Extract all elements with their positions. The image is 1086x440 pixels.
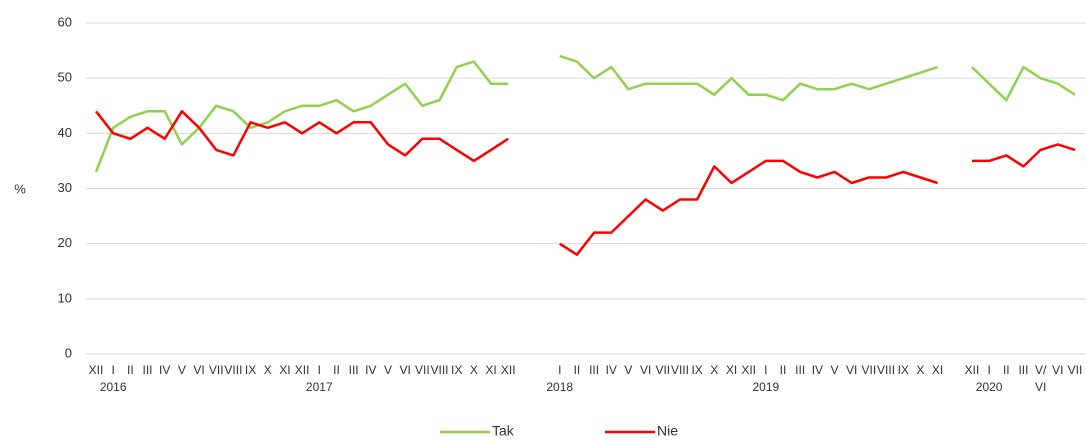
x-tick-label: IX (245, 363, 256, 377)
x-tick-label: X (264, 363, 272, 377)
x-tick-label: VII (862, 363, 877, 377)
x-tick-label: IX (451, 363, 462, 377)
x-tick-label: XI (726, 363, 737, 377)
x-tick-label: IX (691, 363, 702, 377)
y-tick-label: 40 (58, 125, 72, 140)
y-tick-label: 20 (58, 235, 72, 250)
x-tick-label: X (710, 363, 718, 377)
line-series (94, 54, 1076, 173)
x-tick-label: VIII (431, 363, 449, 377)
x-tick-label: XII (741, 363, 756, 377)
y-tick-label: 50 (58, 70, 72, 85)
x-tick-label: II (333, 363, 340, 377)
x-tick-label: X (470, 363, 478, 377)
x-tick-label: VII (1068, 363, 1083, 377)
x-tick-label: VII (655, 363, 670, 377)
x-tick-label: IV (812, 363, 823, 377)
y-tick-label: 60 (58, 14, 72, 29)
x-tick-label: IV (365, 363, 376, 377)
x-tick-label: III (143, 363, 153, 377)
x-tick-label: VI (640, 363, 651, 377)
x-tick-label: VIII (671, 363, 689, 377)
x-tick-label: I 2017 (306, 363, 333, 394)
x-tick-label: X (916, 363, 924, 377)
x-tick-label: XI (279, 363, 290, 377)
x-tick-label: III (589, 363, 599, 377)
x-tick-label: XII (295, 363, 310, 377)
x-tick-label: III (795, 363, 805, 377)
y-axis-label: % (14, 181, 26, 196)
x-tick-label: II (127, 363, 134, 377)
x-tick-label: II (1003, 363, 1010, 377)
x-tick-label: II (574, 363, 581, 377)
y-tick-label: 0 (65, 345, 72, 360)
x-tick-label: XI (485, 363, 496, 377)
x-tick-label: VI (1052, 363, 1063, 377)
x-tick-label: I 2018 (546, 363, 573, 394)
x-tick-label: XII (965, 363, 980, 377)
x-tick-label: VII (209, 363, 224, 377)
x-tick-label: XI (932, 363, 943, 377)
x-tick-label: I 2020 (976, 363, 1003, 394)
x-tick-label: V (831, 363, 839, 377)
x-tick-label: XII (89, 363, 104, 377)
legend-label: Tak (492, 423, 515, 439)
x-tick-label: VII (415, 363, 430, 377)
x-tick-label: II (780, 363, 787, 377)
x-tick-label: I 2016 (100, 363, 127, 394)
x-tick-label: VIII (877, 363, 895, 377)
x-tick-label: V (384, 363, 392, 377)
x-tick-label: VIII (224, 363, 242, 377)
x-tick-label: VI (193, 363, 204, 377)
x-tick-label: VI (399, 363, 410, 377)
x-tick-label: V (624, 363, 632, 377)
x-tick-label: V (178, 363, 186, 377)
x-tick-label: VI (846, 363, 857, 377)
x-tick-label: III (1018, 363, 1028, 377)
y-tick-label: 30 (58, 180, 72, 195)
x-tick-label: V/VI (1035, 363, 1047, 394)
x-tick-label: IV (159, 363, 170, 377)
x-tick-label: XII (501, 363, 516, 377)
x-tick-label: IV (606, 363, 617, 377)
legend-label: Nie (657, 423, 678, 439)
x-tick-label: IX (898, 363, 909, 377)
x-tick-label: I 2019 (752, 363, 779, 394)
y-tick-label: 10 (58, 290, 72, 305)
line-series (95, 110, 1076, 256)
x-tick-label: III (349, 363, 359, 377)
